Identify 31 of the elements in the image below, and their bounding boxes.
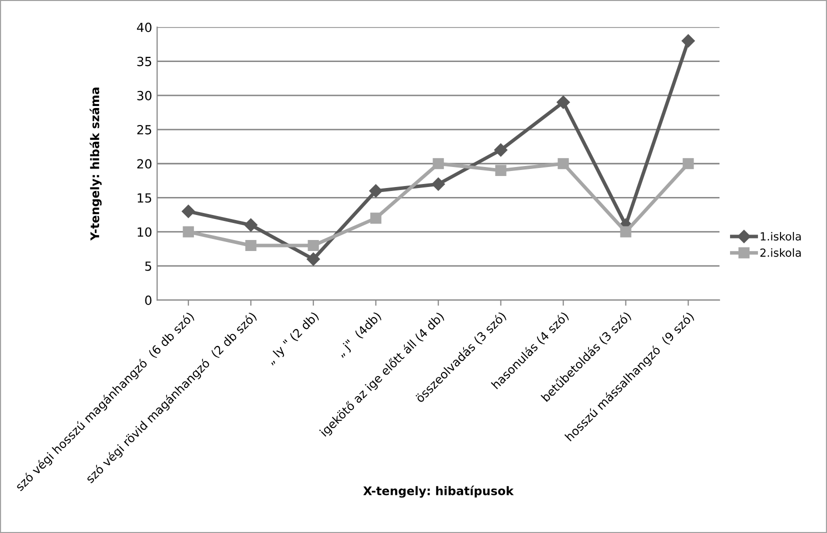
point: [244, 218, 258, 232]
point: [369, 184, 382, 198]
point: [620, 226, 632, 238]
y-tick-label: 20: [137, 159, 152, 169]
point: [556, 96, 570, 109]
y-tick-label: 40: [136, 22, 152, 32]
y-tick-label: 5: [145, 262, 152, 271]
point: [682, 158, 694, 170]
legend-label: 2.iskola: [760, 248, 801, 257]
legend-label: 1.iskola: [760, 232, 801, 241]
x-axis-title: X-tengely: hibatípusok: [363, 486, 514, 498]
y-tick-label: 35: [137, 56, 152, 66]
y-tick-label: 15: [138, 193, 152, 203]
point: [432, 158, 444, 170]
point: [495, 164, 506, 176]
point: [494, 143, 508, 157]
y-tick-label: 0: [145, 296, 152, 306]
point: [245, 240, 256, 252]
point: [370, 212, 382, 224]
point: [558, 158, 569, 170]
x-tick-label: „ ly " (2 db): [266, 311, 321, 366]
point: [182, 204, 195, 218]
y-tick-label: 30: [137, 90, 152, 100]
y-tick-label: 25: [137, 124, 152, 134]
point: [432, 178, 445, 191]
y-axis-title: Y-tengely: hibák száma: [90, 88, 102, 241]
point: [306, 252, 320, 266]
point: [682, 34, 695, 48]
y-tick-label: 10: [138, 227, 152, 237]
point: [182, 226, 194, 238]
point: [308, 240, 319, 252]
